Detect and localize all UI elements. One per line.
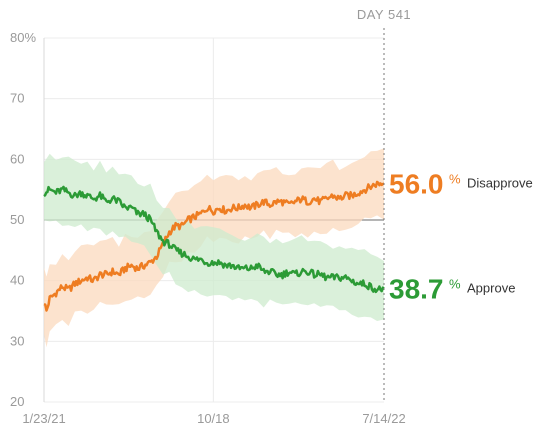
axis-labels: 20 30 40 50 60 70 80% 1/23/21 10/18 7/14/22 DAY 54… xyxy=(10,7,411,426)
disapprove-unit: % xyxy=(449,172,461,187)
current-day-label: DAY 541 xyxy=(357,7,411,22)
disapprove-value: 56.0 xyxy=(389,169,444,200)
approve-value: 38.7 xyxy=(389,274,444,305)
disapprove-line xyxy=(43,180,385,312)
y-tick-label: 40 xyxy=(10,273,24,288)
approve-label: Approve xyxy=(467,281,515,296)
y-tick-label: 50 xyxy=(10,212,24,227)
approve-band xyxy=(44,153,384,321)
x-tick-label: 1/23/21 xyxy=(22,411,65,426)
series-lines xyxy=(43,28,385,402)
approve-unit: % xyxy=(449,277,461,292)
series-end-labels: 56.0% Disapprove 38.7% Approve xyxy=(389,169,533,305)
y-tick-label: 20 xyxy=(10,394,24,409)
approve-line xyxy=(43,185,385,294)
y-tick-label: 60 xyxy=(10,151,24,166)
x-tick-label: 7/14/22 xyxy=(362,411,405,426)
y-tick-label: 30 xyxy=(10,333,24,348)
uncertainty-bands xyxy=(44,148,384,348)
disapprove-label: Disapprove xyxy=(467,176,533,191)
x-tick-label: 10/18 xyxy=(197,411,230,426)
y-tick-label: 70 xyxy=(10,91,24,106)
y-tick-label: 80% xyxy=(10,30,36,45)
